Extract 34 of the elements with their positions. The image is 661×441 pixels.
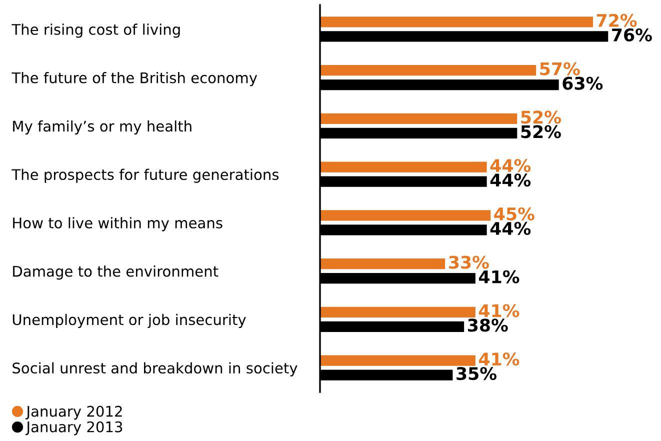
legend-label: January 2012: [25, 406, 122, 420]
data-label: 41%: [479, 352, 520, 366]
data-label: 35%: [456, 366, 496, 380]
y-tick-label: The prospects for future generations: [12, 168, 279, 183]
data-label: 57%: [540, 62, 580, 76]
y-tick-label: How to live within my means: [13, 217, 222, 232]
data-label: 44%: [490, 158, 531, 172]
bar: [320, 64, 536, 76]
data-label: 41%: [479, 270, 520, 284]
bar: [320, 355, 476, 366]
data-label: 33%: [449, 256, 489, 269]
bar: [320, 162, 487, 172]
bar: [320, 258, 446, 270]
data-label: 72%: [596, 14, 637, 27]
data-label: 52%: [521, 110, 561, 124]
data-label: 44%: [490, 173, 531, 187]
bar: [320, 16, 593, 28]
bar: [320, 113, 518, 124]
data-label: 63%: [562, 76, 603, 90]
data-label: 44%: [490, 222, 531, 235]
data-label: 41%: [479, 304, 520, 318]
legend-label: January 2013: [25, 421, 122, 436]
bar: [320, 210, 491, 221]
y-tick-label: Damage to the environment: [13, 266, 218, 280]
data-label: 38%: [468, 318, 508, 332]
y-tick-label: The future of the British economy: [12, 72, 258, 86]
y-tick-label: Social unrest and breakdown in society: [12, 362, 298, 376]
data-label: 45%: [494, 207, 534, 220]
data-label: 52%: [521, 125, 561, 138]
y-tick-label: Unemployment or job insecurity: [12, 314, 246, 328]
bar: [320, 306, 476, 318]
data-label: 76%: [612, 28, 652, 42]
y-tick-label: My family’s or my health: [13, 120, 192, 135]
y-tick-label: The rising cost of living: [12, 24, 180, 38]
